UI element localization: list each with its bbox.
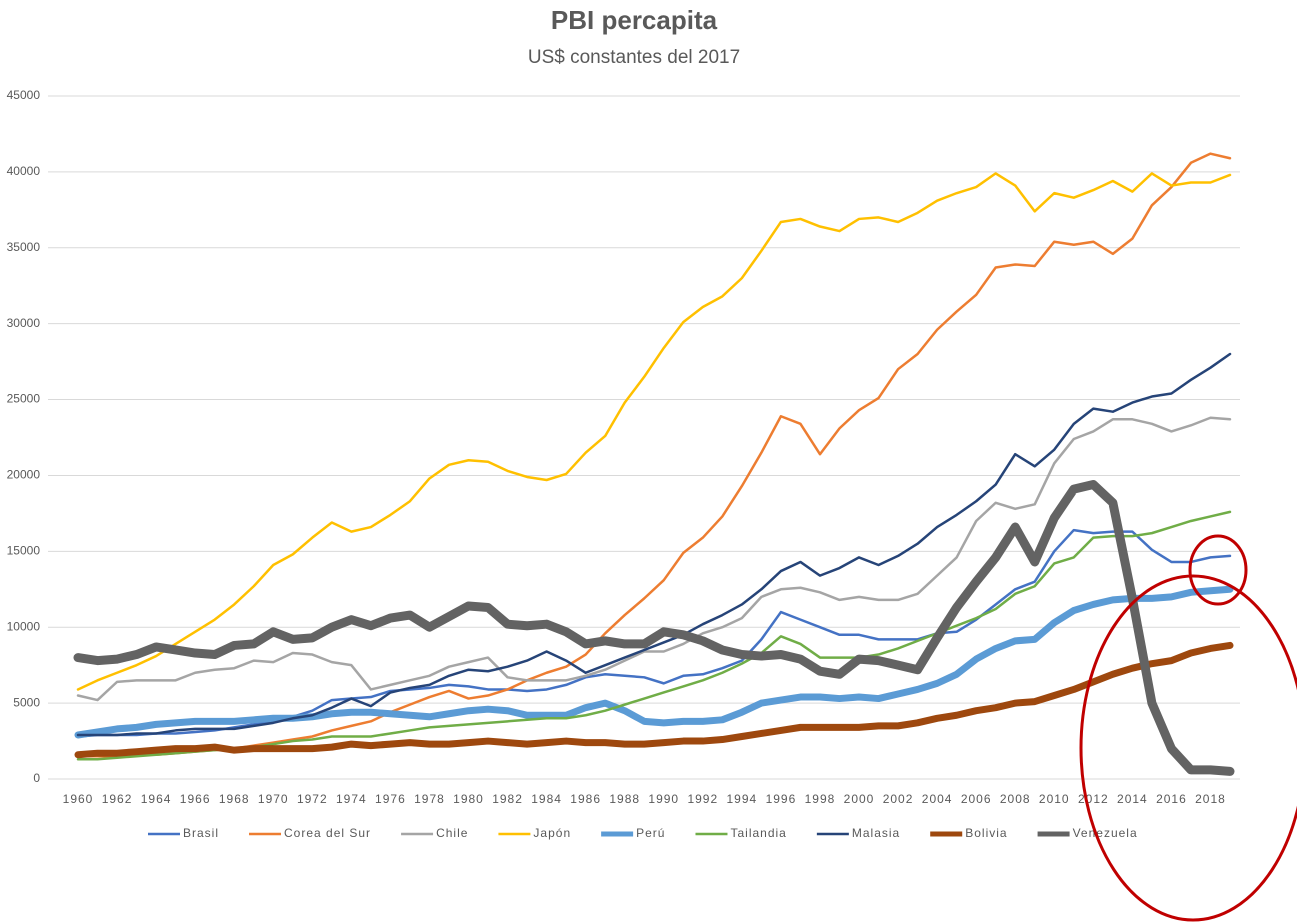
x-tick-label: 1996 [766,792,797,806]
series-line [74,641,1234,759]
x-tick-label: 1986 [570,792,601,806]
x-tick-label: 1982 [492,792,523,806]
y-tick-label: 10000 [7,619,41,633]
legend: Brasil Corea del Sur Chile Japón Perú Tailand… [148,826,1138,840]
legend-label: Corea del Sur [284,826,371,840]
legend-label: Perú [636,826,665,840]
y-tick-label: 45000 [7,88,41,102]
x-tick-label: 1962 [102,792,133,806]
x-tick-label: 1966 [180,792,211,806]
x-tick-label: 1964 [141,792,172,806]
y-tick-label: 15000 [7,544,41,558]
y-tick-label: 5000 [13,695,40,709]
highlight-circle [1188,534,1248,606]
x-tick-label: 2000 [844,792,875,806]
lines [73,152,1235,776]
x-tick-label: 1998 [805,792,836,806]
x-tick-label: 1992 [687,792,718,806]
series-line [73,480,1235,776]
x-tick-label: 1990 [648,792,679,806]
y-tick-label: 25000 [7,392,41,406]
y-tick-label: 0 [33,771,40,785]
series-line [76,416,1232,702]
legend-label: Malasia [852,826,900,840]
x-tick-label: 1994 [727,792,758,806]
x-tick-label: 1970 [258,792,289,806]
x-tick-label: 1976 [375,792,406,806]
y-tick-label: 40000 [7,164,41,178]
x-tick-label: 1968 [219,792,250,806]
series-line [76,152,1232,758]
x-tick-label: 1980 [453,792,484,806]
x-tick-label: 1988 [609,792,640,806]
x-tick-label: 2018 [1195,792,1226,806]
x-tick-label: 2002 [883,792,914,806]
legend-label: Japón [533,826,571,840]
x-tick-label: 2012 [1078,792,1109,806]
x-tick-label: 2010 [1039,792,1070,806]
legend-label: Chile [436,826,468,840]
legend-label: Brasil [183,826,219,840]
chart-subtitle: US$ constantes del 2017 [528,47,740,68]
series-line [76,510,1232,761]
legend-label: Bolivia [965,826,1007,840]
series-line [74,585,1234,739]
x-tick-label: 1960 [63,792,94,806]
x-tick-label: 1972 [297,792,328,806]
x-tick-label: 2016 [1156,792,1187,806]
y-tick-label: 30000 [7,316,41,330]
series-line [76,352,1232,737]
highlight-circle [1079,574,1297,922]
chart-title: PBI percapita [551,5,718,35]
x-tick-label: 2006 [961,792,992,806]
x-tick-label: 1974 [336,792,367,806]
y-tick-label: 35000 [7,240,41,254]
series-line [76,172,1232,691]
x-tick-label: 2004 [922,792,953,806]
x-tick-label: 1984 [531,792,562,806]
y-tick-label: 20000 [7,468,41,482]
legend-label: Venezuela [1073,826,1138,840]
x-tick-label: 2008 [1000,792,1031,806]
x-tick-label: 1978 [414,792,445,806]
legend-label: Tailandia [730,826,786,840]
grid: 0 5000 10000 15000 20000 25000 30000 35000 40000… [7,88,1240,806]
x-tick-label: 2014 [1117,792,1148,806]
